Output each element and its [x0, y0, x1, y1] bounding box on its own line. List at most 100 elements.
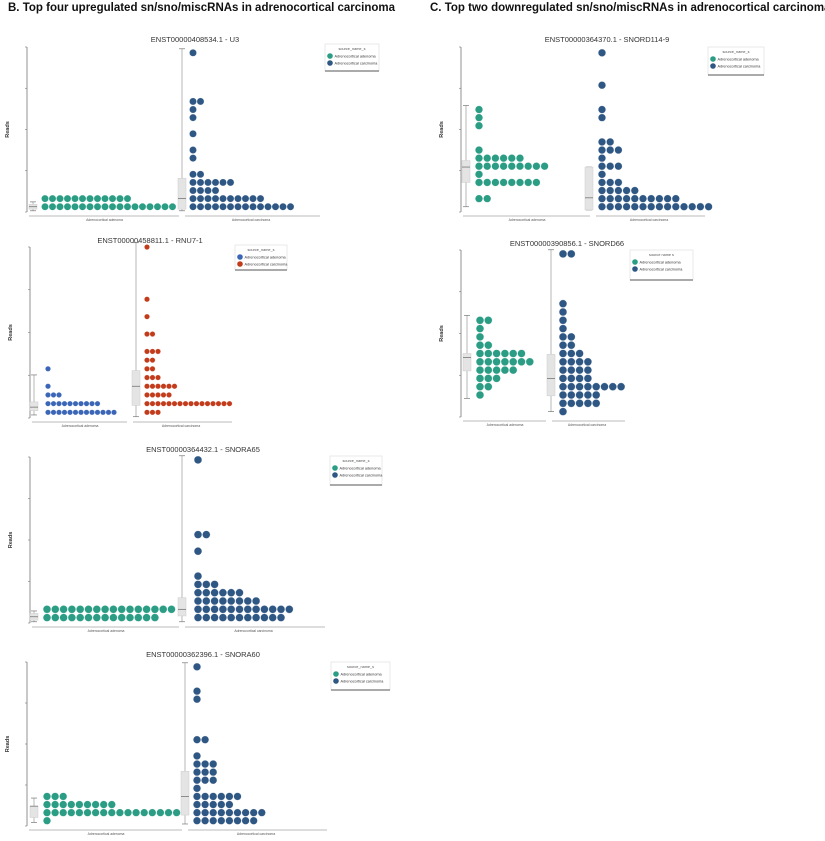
- data-dot: [491, 154, 500, 163]
- data-dot: [202, 613, 211, 622]
- data-dot: [78, 400, 84, 407]
- data-dot: [166, 392, 172, 398]
- data-dot: [475, 341, 485, 350]
- data-dot: [243, 605, 252, 614]
- data-dot: [226, 400, 233, 407]
- data-dot: [101, 613, 110, 622]
- data-dot: [234, 202, 242, 211]
- data-dot: [132, 808, 141, 817]
- data-dot: [218, 613, 227, 622]
- data-dot: [608, 382, 617, 391]
- legend-box: [329, 455, 383, 486]
- data-dot: [614, 194, 623, 203]
- data-dot: [558, 357, 568, 366]
- data-dot: [201, 776, 210, 785]
- data-dot: [189, 186, 197, 195]
- data-dot: [201, 808, 210, 817]
- data-dot: [516, 154, 524, 163]
- data-dot: [475, 113, 483, 122]
- data-dot: [75, 808, 84, 817]
- data-dot: [532, 178, 541, 187]
- data-dot: [680, 202, 688, 211]
- data-dot: [592, 382, 601, 391]
- legend-label: Adrenocortical carcinoma: [340, 473, 384, 477]
- x-tick-label: Adrenocortical adenoma: [88, 629, 125, 633]
- data-dot: [72, 400, 79, 407]
- data-dot: [123, 202, 132, 211]
- data-dot: [219, 194, 227, 203]
- data-dot: [606, 137, 615, 146]
- data-dot: [189, 178, 197, 187]
- data-dot: [209, 760, 218, 768]
- data-dot: [123, 194, 132, 203]
- data-dot: [144, 400, 150, 407]
- data-dot: [67, 400, 73, 407]
- data-dot: [475, 349, 485, 358]
- data-dot: [138, 202, 147, 211]
- data-dot: [260, 613, 269, 622]
- data-dot: [233, 816, 242, 825]
- data-dot: [67, 409, 73, 416]
- data-dot: [155, 374, 161, 381]
- data-dot: [193, 613, 203, 622]
- data-dot: [51, 792, 60, 801]
- data-dot: [475, 121, 483, 130]
- data-dot: [196, 97, 205, 106]
- data-dot: [286, 202, 295, 211]
- data-dot: [89, 409, 95, 416]
- data-dot: [56, 194, 64, 203]
- data-dot: [516, 178, 524, 187]
- legend-box: [629, 249, 694, 281]
- data-dot: [524, 178, 533, 187]
- data-dot: [142, 605, 151, 614]
- data-dot: [189, 105, 197, 114]
- data-dot: [108, 194, 117, 203]
- data-dot: [218, 605, 227, 614]
- data-dot: [167, 605, 176, 614]
- data-dot: [144, 374, 150, 381]
- boxplot-box: [462, 353, 472, 372]
- data-dot: [235, 605, 244, 614]
- chart-title: ENST00000390856.1 - SNORD66: [510, 239, 624, 248]
- data-dot: [484, 341, 493, 350]
- data-dot: [149, 331, 156, 337]
- data-dot: [475, 374, 485, 383]
- data-dot: [218, 588, 227, 597]
- data-dot: [575, 390, 584, 400]
- data-dot: [111, 409, 117, 416]
- legend-label: Adrenocortical adenoma: [335, 54, 377, 58]
- legend-swatch: [327, 53, 333, 59]
- data-dot: [189, 113, 197, 122]
- x-tick-label: Adrenocortical adenoma: [86, 218, 123, 222]
- data-dot: [177, 400, 183, 407]
- x-tick-label: Adrenocortical adenoma: [487, 423, 524, 427]
- data-dot: [243, 613, 252, 622]
- x-tick-label: Adrenocortical carcinoma: [234, 629, 272, 633]
- data-dot: [193, 596, 203, 606]
- data-dot: [94, 409, 101, 416]
- data-dot: [67, 808, 76, 817]
- data-dot: [149, 374, 156, 381]
- data-dot: [249, 816, 258, 825]
- data-dot: [475, 154, 483, 163]
- data-dot: [475, 357, 485, 366]
- data-dot: [45, 365, 51, 372]
- data-dot: [199, 400, 205, 407]
- data-dot: [150, 613, 159, 622]
- data-dot: [234, 194, 242, 203]
- legend-label: Adrenocortical carcinoma: [335, 61, 379, 65]
- data-dot: [509, 357, 518, 366]
- data-dot: [225, 816, 234, 825]
- data-dot: [108, 202, 117, 211]
- data-dot: [71, 202, 79, 211]
- data-dot: [144, 409, 150, 416]
- data-dot: [598, 162, 606, 171]
- data-dot: [156, 808, 165, 817]
- data-dot: [193, 751, 201, 760]
- data-dot: [210, 588, 219, 597]
- data-dot: [93, 194, 102, 203]
- data-dot: [43, 792, 51, 801]
- data-dot: [150, 605, 159, 614]
- data-dot: [475, 332, 485, 341]
